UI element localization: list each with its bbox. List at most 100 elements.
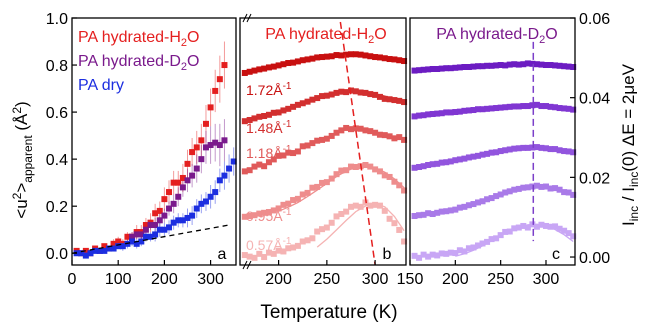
panel-title: PA hydrated-H2O: [265, 26, 386, 46]
data-point: [193, 144, 200, 151]
data-point: [347, 203, 354, 210]
data-point: [556, 186, 563, 193]
data-point: [261, 65, 268, 72]
data-point: [142, 222, 149, 229]
q-value-label: 1.48Å-1: [246, 119, 292, 136]
data-point: [319, 93, 326, 100]
data-point: [488, 62, 495, 69]
data-point: [547, 223, 554, 230]
data-point: [333, 129, 340, 136]
data-point: [285, 200, 292, 207]
legend-entry: PA dry: [78, 77, 124, 94]
data-point: [323, 92, 330, 99]
data-point: [461, 248, 468, 255]
data-point: [474, 152, 481, 159]
data-point: [202, 120, 209, 127]
data-point: [333, 171, 340, 178]
x-tick-label: 300: [362, 271, 389, 288]
data-point: [465, 245, 472, 252]
data-point: [333, 89, 340, 96]
data-point: [538, 103, 545, 110]
data-point: [381, 207, 388, 214]
data-point: [372, 201, 379, 208]
data-point: [443, 65, 450, 72]
data-point: [314, 137, 321, 144]
data-point: [420, 163, 427, 170]
data-point: [309, 96, 316, 103]
data-point: [493, 105, 500, 112]
data-point: [241, 69, 248, 76]
data-point: [142, 233, 149, 240]
data-point: [314, 95, 321, 102]
data-point: [425, 66, 432, 73]
data-point: [497, 148, 504, 155]
data-point: [152, 231, 159, 238]
y-tick-label: 0.2: [46, 199, 68, 216]
data-point: [401, 187, 408, 194]
data-point: [565, 105, 572, 112]
data-point: [290, 150, 297, 157]
data-point: [425, 210, 432, 217]
data-point: [265, 64, 272, 71]
data-point: [323, 135, 330, 142]
data-point: [416, 212, 423, 219]
data-point: [124, 233, 131, 240]
data-point: [133, 240, 140, 247]
y-tick-label: 0.06: [579, 11, 610, 28]
panel-c: 150 200 250 300 0.00 0.02 0.04 0.06 PA hydrated-…: [397, 11, 611, 288]
data-point: [221, 172, 228, 179]
data-point: [110, 245, 117, 252]
data-point: [251, 212, 258, 219]
data-point: [138, 238, 145, 245]
y-tick-label: 0.00: [579, 250, 610, 267]
panel-label: b: [383, 246, 392, 263]
data-point: [270, 63, 277, 70]
data-point: [343, 167, 350, 174]
data-point: [552, 104, 559, 111]
data-point: [133, 231, 140, 238]
data-point: [304, 98, 311, 105]
data-point: [184, 177, 191, 184]
data-point: [381, 55, 388, 62]
data-point: [396, 134, 403, 141]
x-tick-label: 300: [197, 271, 224, 288]
data-point: [465, 154, 472, 161]
data-point: [461, 107, 468, 114]
data-point: [411, 212, 418, 219]
data-point: [290, 197, 297, 204]
data-point: [416, 254, 423, 261]
data-point: [456, 247, 463, 254]
data-point: [256, 250, 263, 257]
data-point: [265, 111, 272, 118]
data-point: [246, 167, 253, 174]
data-point: [161, 196, 168, 203]
data-point: [230, 158, 237, 165]
data-point: [328, 219, 335, 226]
data-point: [381, 95, 388, 102]
data-point: [434, 110, 441, 117]
data-point: [429, 251, 436, 258]
data-point: [493, 193, 500, 200]
x-tick-label: 150: [397, 271, 424, 288]
data-point: [386, 173, 393, 180]
data-point: [381, 132, 388, 139]
data-point: [246, 68, 253, 75]
data-point: [352, 51, 359, 58]
data-point: [474, 63, 481, 70]
data-point: [221, 62, 228, 69]
data-point: [202, 144, 209, 151]
data-point: [314, 183, 321, 190]
data-point: [246, 116, 253, 123]
left-y-axis-label: <u2>apparent (Å2): [10, 101, 35, 218]
data-point: [347, 51, 354, 58]
data-point: [216, 76, 223, 83]
data-point: [401, 58, 408, 65]
data-point: [198, 156, 205, 163]
data-point: [343, 89, 350, 96]
data-point: [270, 109, 277, 116]
data-point: [547, 62, 554, 69]
data-point: [538, 144, 545, 151]
data-point: [511, 61, 518, 68]
data-point: [319, 136, 326, 143]
